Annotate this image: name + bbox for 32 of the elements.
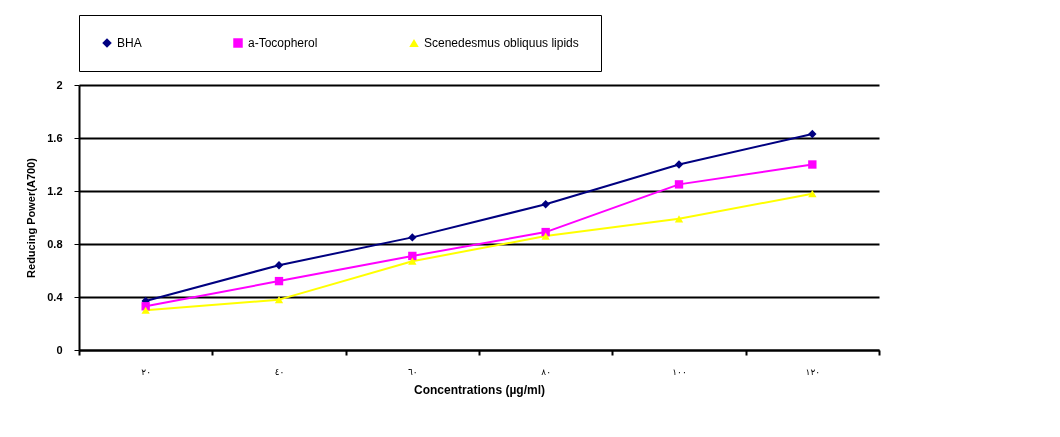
y-tick-label: 0.4 bbox=[47, 290, 64, 303]
point bbox=[408, 233, 417, 242]
point bbox=[674, 160, 684, 169]
y-tick-label: 2 bbox=[56, 78, 63, 91]
point bbox=[408, 251, 417, 261]
x-tick-label: ٨٠ bbox=[541, 366, 551, 377]
y-axis-title: Reducing Power(A700) bbox=[25, 157, 38, 278]
point bbox=[808, 160, 817, 169]
x-tick-label: ٤٠ bbox=[274, 366, 285, 377]
x-tick-label: ١٠٠ bbox=[672, 366, 687, 377]
y-tick-label: 0 bbox=[56, 343, 63, 356]
point bbox=[541, 227, 550, 237]
point bbox=[141, 306, 150, 314]
point bbox=[541, 200, 550, 209]
point bbox=[408, 257, 417, 265]
point bbox=[674, 180, 684, 189]
x-tick-label: ٦٠ bbox=[408, 366, 418, 377]
y-tick-label: 0.8 bbox=[47, 237, 63, 250]
point bbox=[274, 296, 284, 304]
y-tick-label: 1.2 bbox=[47, 184, 63, 197]
legend-label: BHA bbox=[117, 36, 142, 50]
point bbox=[808, 129, 817, 139]
x-tick-label: ٢٠ bbox=[141, 366, 151, 377]
point bbox=[541, 232, 550, 240]
x-tick-label: ١٢٠ bbox=[805, 366, 821, 377]
x-axis-title: Concentrations (µg/ml) bbox=[414, 382, 545, 397]
y-tick-label: 1.6 bbox=[47, 131, 63, 144]
point bbox=[808, 190, 817, 198]
point bbox=[274, 261, 284, 270]
point bbox=[274, 276, 284, 286]
legend-label: a-Tocopherol bbox=[248, 36, 318, 50]
legend-label: Scenedesmus obliquus lipids bbox=[424, 36, 579, 50]
